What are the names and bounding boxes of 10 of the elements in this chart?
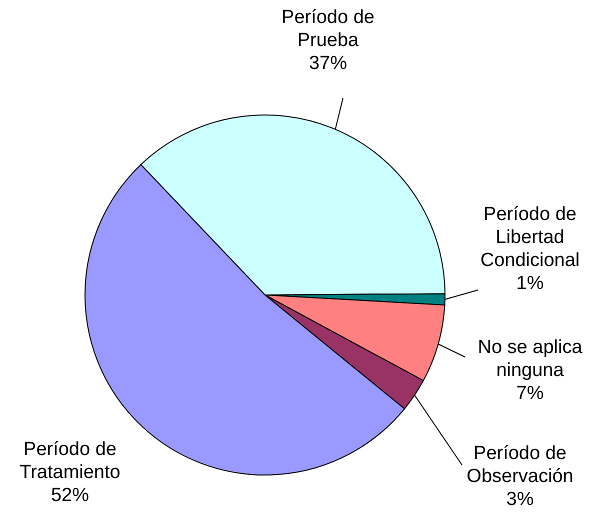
slice-label: Período de Prueba bbox=[282, 7, 374, 51]
data-label: 52% bbox=[50, 485, 90, 506]
slice-label: Período de Tratamiento bbox=[20, 439, 120, 483]
slice-label: Período de Libertad Condicional bbox=[480, 204, 580, 271]
data-label: 37% bbox=[308, 53, 348, 74]
data-label: 1% bbox=[516, 273, 544, 294]
slice-label: No se aplica ninguna bbox=[478, 337, 583, 381]
slice-label: Período de Observación bbox=[466, 443, 574, 487]
data-label: 7% bbox=[516, 383, 544, 404]
data-label: 3% bbox=[506, 489, 534, 510]
